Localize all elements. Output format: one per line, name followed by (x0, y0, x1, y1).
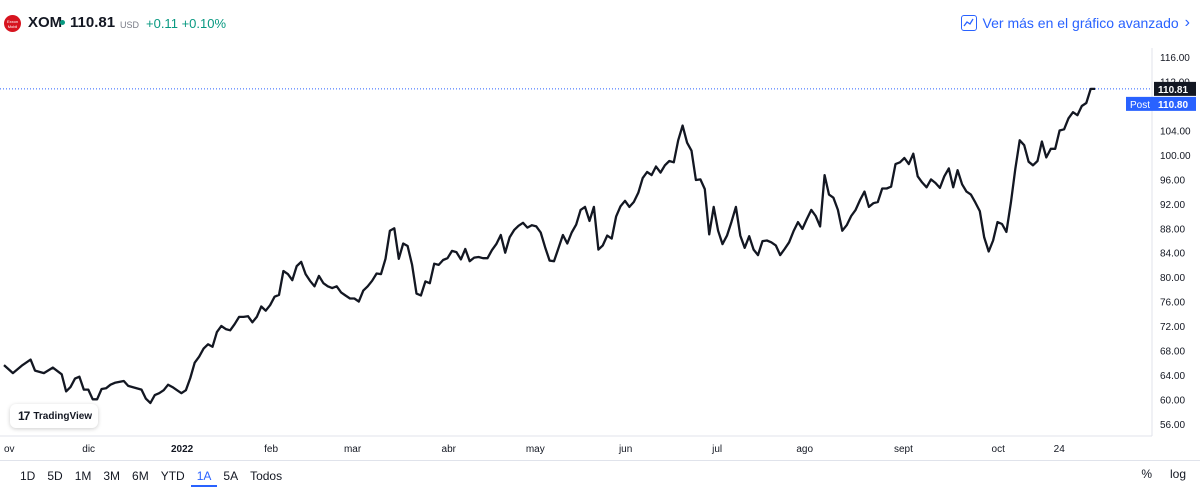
y-tick-label: 96.00 (1160, 175, 1185, 186)
price-series-line (3, 87, 1096, 405)
chart-svg[interactable]: 116.00112.00108.00104.00100.0096.0092.00… (0, 48, 1200, 460)
range-button-todos[interactable]: Todos (250, 469, 283, 483)
x-tick-label: jul (711, 444, 722, 455)
chevron-right-icon: › (1184, 14, 1190, 31)
x-tick-label: ov (4, 444, 15, 455)
y-tick-label: 56.00 (1160, 420, 1185, 431)
x-tick-label: mar (344, 444, 362, 455)
y-tick-label: 72.00 (1160, 322, 1185, 333)
scale-toggles: % log (1141, 467, 1186, 481)
price-chart[interactable]: 116.00112.00108.00104.00100.0096.0092.00… (0, 48, 1200, 460)
range-button-5a[interactable]: 5A (223, 469, 239, 483)
advanced-chart-link[interactable]: Ver más en el gráfico avanzado › (960, 14, 1190, 32)
y-tick-label: 116.00 (1160, 53, 1190, 64)
y-tick-label: 84.00 (1160, 249, 1185, 260)
y-tick-label: 92.00 (1160, 200, 1185, 211)
post-tag-label: Post (1130, 100, 1150, 111)
post-price-label-bg (1154, 96, 1196, 111)
x-tick-label: sept (894, 444, 913, 455)
post-tag-bg (1126, 96, 1154, 111)
x-tick-label: oct (992, 444, 1006, 455)
percent-toggle[interactable]: % (1141, 467, 1152, 481)
range-button-1a[interactable]: 1A (190, 467, 218, 487)
post-price-label: 110.80 (1158, 100, 1188, 111)
change-pct: +0.10% (181, 16, 227, 31)
y-tick-label: 104.00 (1160, 126, 1191, 137)
y-tick-label: 76.00 (1160, 298, 1185, 309)
range-buttons: 1D 5D 1M 3M 6M YTD 1A 5A Todos (14, 467, 288, 487)
range-button-3m[interactable]: 3M (103, 469, 121, 483)
tradingview-badge[interactable]: 17 TradingView (10, 404, 98, 428)
last-price: 110.81 (70, 14, 116, 31)
x-tick-label: feb (264, 444, 278, 455)
market-status-dot-icon (60, 20, 65, 25)
chart-icon (960, 15, 977, 31)
last-price-label: 110.81 (1158, 85, 1188, 96)
x-tick-label: ago (796, 444, 813, 455)
y-tick-label: 60.00 (1160, 395, 1185, 406)
y-tick-label: 88.00 (1160, 224, 1185, 235)
x-tick-label: dic (82, 444, 95, 455)
chart-line-icon (963, 18, 974, 27)
y-tick-label: 100.00 (1160, 151, 1191, 162)
range-button-1d[interactable]: 1D (20, 469, 36, 483)
range-button-6m[interactable]: 6M (132, 469, 149, 483)
x-tick-label: 2022 (171, 444, 194, 455)
change-abs: +0.11 (146, 16, 178, 31)
range-button-ytd[interactable]: YTD (160, 469, 185, 483)
y-tick-label: 64.00 (1160, 371, 1185, 382)
advanced-chart-label: Ver más en el gráfico avanzado (982, 15, 1179, 31)
range-button-1m[interactable]: 1M (74, 469, 92, 483)
y-tick-label: 80.00 (1160, 273, 1185, 284)
symbol-header: Exxon Mobil XOM 110.81 USD +0.11 +0.10% V… (0, 0, 1200, 48)
x-tick-label: jun (618, 444, 632, 455)
x-tick-label: may (526, 444, 545, 455)
range-toolbar: 1D 5D 1M 3M 6M YTD 1A 5A Todos % log (0, 460, 1200, 491)
tradingview-logo-icon: 17 (18, 409, 30, 423)
log-toggle[interactable]: log (1169, 467, 1186, 481)
ticker-symbol[interactable]: XOM (28, 14, 63, 31)
x-tick-label: 24 (1054, 444, 1066, 455)
exxon-mobil-logo-icon: Exxon Mobil (4, 15, 21, 32)
price-change: +0.11 +0.10% (146, 16, 226, 31)
last-price-label-bg (1154, 81, 1196, 96)
x-tick-label: abr (442, 444, 457, 455)
tradingview-label: TradingView (33, 410, 93, 422)
y-tick-label: 68.00 (1160, 346, 1185, 357)
range-button-5d[interactable]: 5D (47, 469, 63, 483)
currency-label: USD (120, 20, 140, 30)
